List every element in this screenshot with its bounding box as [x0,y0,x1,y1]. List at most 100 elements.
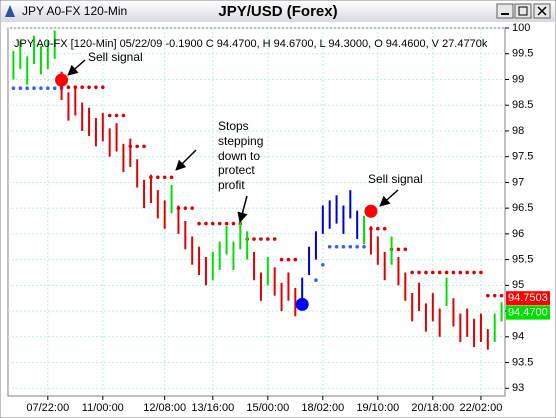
y-tick-label: 94 [512,331,524,343]
stop-dot [66,85,71,89]
stop-dot [314,278,318,282]
stop-dot [279,257,284,262]
price-label: 94.7503 [508,292,548,304]
y-tick-label: 96 [512,228,524,240]
stop-dot [355,244,359,249]
y-tick-label: 95.5 [512,254,533,266]
stop-dot [396,247,401,252]
stop-dot [162,175,167,180]
stop-dot [266,237,270,241]
stop-dot [183,206,188,210]
price-label-box [506,291,550,306]
x-tick-label: 12/08:00 [143,402,186,414]
y-tick-label: 99.5 [512,48,533,60]
stop-dot [94,85,98,89]
y-tick-label: 96.5 [512,202,533,214]
stop-dot [348,244,353,249]
y-tick-label: 99 [512,73,524,85]
arrow [67,59,86,76]
stop-dot [197,221,201,226]
chart-title: JPY/USD (Forex) [218,3,337,20]
x-tick-label: 20/18:00 [411,402,454,414]
stop-dot [437,270,442,275]
price-label-box [506,305,550,320]
stop-dot [231,221,236,226]
y-tick-label: 98.5 [512,99,533,111]
y-tick-label: 93 [512,382,524,394]
stop-dot [114,113,119,118]
x-tick-label: 15/00:00 [246,402,289,414]
stop-dot [451,270,456,275]
arrow [175,149,197,171]
stop-dot [362,244,366,249]
stop-dot [410,270,414,275]
signal-marker [295,297,309,311]
stop-dot [11,86,16,91]
annotation: protect [218,163,255,177]
y-tick-label: 95 [512,279,524,291]
stop-dot [472,270,476,275]
stop-dot [286,257,291,262]
signal-marker [55,73,69,87]
stop-dot [431,270,435,275]
stop-dot [224,221,229,226]
stop-dot [492,293,497,298]
stop-dot [293,257,298,262]
annotation: profit [218,178,245,192]
stop-dot [458,270,463,275]
stop-dot [341,244,346,249]
stop-dot [18,86,23,91]
stop-dot [376,226,380,231]
marks [11,30,504,350]
stop-dot [382,226,387,231]
stop-dot [169,175,174,180]
stop-dot [107,113,112,118]
stop-dot [499,293,504,298]
annotation: down to [218,149,260,163]
app-icon [5,5,15,17]
stop-dot [211,221,215,226]
stop-dot [465,270,469,275]
y-tick-label: 97 [512,176,524,188]
stop-dot [142,144,146,149]
annotation: Sell signal [368,172,423,186]
annotation: Stops [218,119,249,133]
stop-dot [101,85,105,89]
annotations: Sell signal Stops stepping down to prote… [67,50,423,224]
annotation: Sell signal [88,50,143,64]
arrow [237,195,248,224]
plot-area [7,27,506,397]
x-tick-label: 18/02:00 [301,402,344,414]
minimize-button[interactable] [496,3,514,19]
stop-dot [444,270,449,275]
stop-dot [272,237,277,241]
y-tick-label: 97.5 [512,151,533,163]
stop-dot [156,175,160,180]
stop-dot [259,237,263,241]
close-icon [537,6,547,16]
title-bar [1,1,555,22]
stop-dot [121,113,126,118]
x-tick-label: 19/10:00 [356,402,399,414]
stop-dot [190,206,194,210]
stop-dot [217,221,222,226]
stop-dot [46,86,50,91]
window-buttons[interactable] [496,3,551,19]
annotation: stepping [218,134,263,148]
x-tick-label: 22/02:00 [460,402,503,414]
stop-dot [327,244,332,249]
stop-dot [479,270,483,275]
stop-dot [424,270,428,275]
y-tick-label: 93.5 [512,356,533,368]
stop-dot [135,144,139,149]
stop-dot [39,86,43,91]
stop-dot [32,86,36,91]
stop-dot [417,270,421,275]
maximize-button[interactable] [514,3,532,19]
stop-dot [486,293,490,298]
y-tick-label: 100 [512,22,530,34]
info-line: JPY A0-FX [120-Min] 05/22/09 -0.1900 C 9… [14,38,488,50]
stop-dot [25,86,29,91]
